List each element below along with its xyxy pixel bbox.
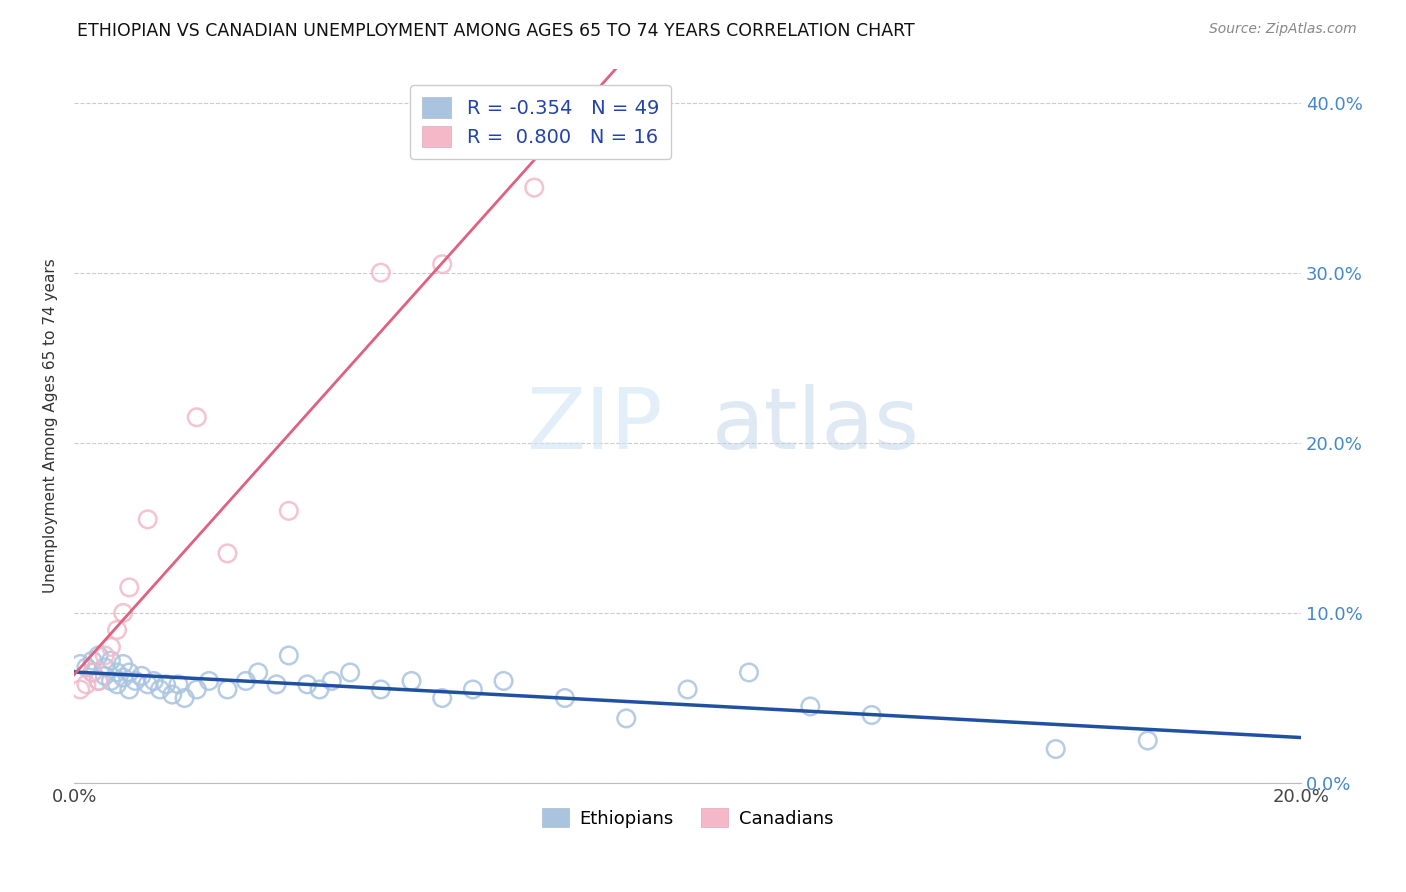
Point: [235, 673, 257, 688]
Point: [131, 669, 153, 683]
Point: [370, 266, 392, 280]
Point: [100, 640, 122, 654]
Point: [167, 677, 190, 691]
Point: [105, 665, 128, 680]
Point: [100, 654, 122, 668]
Point: [297, 677, 319, 691]
Point: [118, 682, 141, 697]
Point: [112, 657, 135, 671]
Point: [676, 682, 699, 697]
Legend: Ethiopians, Canadians: Ethiopians, Canadians: [534, 801, 841, 835]
Point: [523, 180, 546, 194]
Point: [1045, 742, 1067, 756]
Point: [277, 504, 299, 518]
Point: [432, 257, 454, 271]
Point: [105, 623, 128, 637]
Point: [432, 690, 454, 705]
Point: [105, 677, 128, 691]
Point: [308, 682, 330, 697]
Text: ETHIOPIAN VS CANADIAN UNEMPLOYMENT AMONG AGES 65 TO 74 YEARS CORRELATION CHART: ETHIOPIAN VS CANADIAN UNEMPLOYMENT AMONG…: [77, 22, 915, 40]
Point: [799, 699, 821, 714]
Point: [198, 673, 221, 688]
Point: [173, 690, 195, 705]
Point: [94, 660, 117, 674]
Point: [401, 673, 423, 688]
Point: [339, 665, 361, 680]
Point: [1136, 733, 1159, 747]
Point: [82, 665, 104, 680]
Point: [738, 665, 761, 680]
Point: [112, 671, 135, 685]
Point: [554, 690, 576, 705]
Point: [69, 657, 91, 671]
Point: [186, 410, 208, 425]
Point: [87, 648, 110, 663]
Point: [142, 673, 165, 688]
Point: [266, 677, 288, 691]
Point: [82, 665, 104, 680]
Point: [614, 711, 637, 725]
Point: [860, 708, 883, 723]
Point: [94, 669, 117, 683]
Point: [82, 654, 104, 668]
Point: [217, 682, 239, 697]
Text: atlas: atlas: [713, 384, 920, 467]
Point: [94, 648, 117, 663]
Y-axis label: Unemployment Among Ages 65 to 74 years: Unemployment Among Ages 65 to 74 years: [44, 259, 58, 593]
Point: [87, 673, 110, 688]
Point: [100, 673, 122, 688]
Point: [217, 546, 239, 560]
Point: [75, 660, 97, 674]
Point: [136, 512, 159, 526]
Point: [321, 673, 343, 688]
Point: [118, 665, 141, 680]
Point: [155, 677, 177, 691]
Text: ZIP: ZIP: [527, 384, 664, 467]
Point: [461, 682, 484, 697]
Point: [69, 682, 91, 697]
Point: [492, 673, 515, 688]
Point: [87, 673, 110, 688]
Point: [247, 665, 270, 680]
Point: [75, 677, 97, 691]
Point: [136, 677, 159, 691]
Point: [186, 682, 208, 697]
Point: [277, 648, 299, 663]
Point: [149, 682, 172, 697]
Point: [124, 673, 146, 688]
Text: Source: ZipAtlas.com: Source: ZipAtlas.com: [1209, 22, 1357, 37]
Point: [118, 581, 141, 595]
Point: [370, 682, 392, 697]
Point: [112, 606, 135, 620]
Point: [162, 688, 184, 702]
